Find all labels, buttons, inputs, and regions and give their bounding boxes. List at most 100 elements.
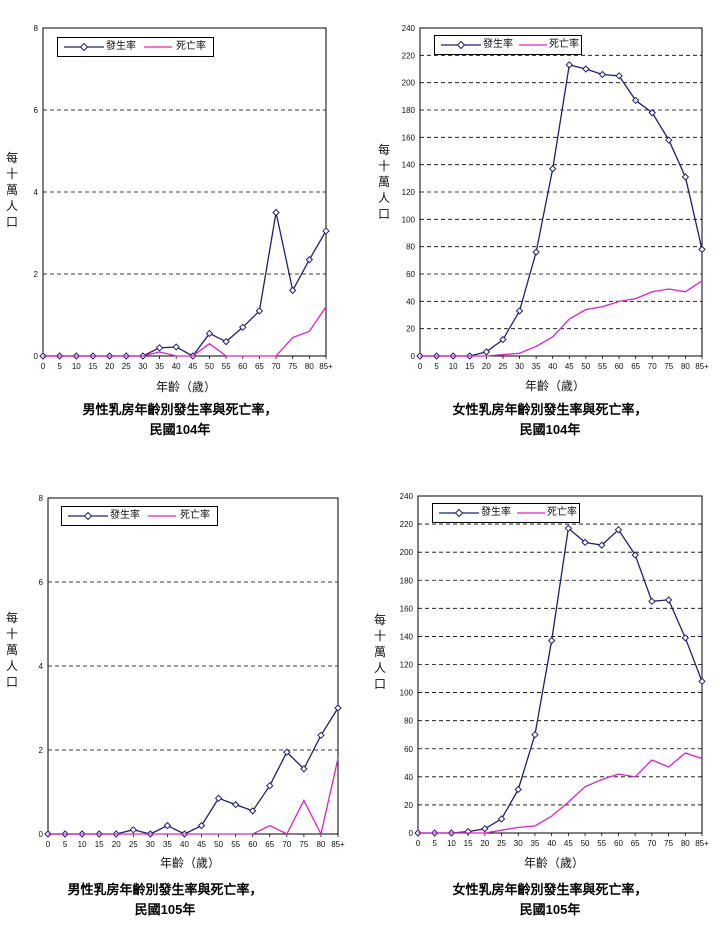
x-tick-label: 5: [434, 362, 439, 371]
x-tick-label: 80: [316, 840, 325, 849]
y-axis-label: 每十萬人口: [373, 613, 386, 691]
chart-title-line1: 男性乳房年齡別發生率與死亡率，: [67, 882, 263, 897]
x-tick-label: 85+: [319, 362, 333, 371]
x-tick-label: 35: [530, 839, 539, 848]
data-point-incidence: [581, 538, 589, 547]
legend: 發生率 死亡率: [57, 37, 214, 57]
y-tick-label: 4: [34, 188, 39, 197]
x-tick-label: 25: [498, 362, 507, 371]
y-axis-label: 每十萬人口: [377, 143, 390, 221]
x-tick-label: 25: [122, 362, 131, 371]
x-tick-label: 65: [631, 839, 640, 848]
x-tick-label: 50: [581, 839, 590, 848]
y-tick-label: 2: [39, 746, 44, 755]
data-point-incidence: [698, 245, 706, 254]
data-point-incidence: [222, 337, 230, 346]
data-point-incidence: [664, 596, 673, 604]
data-point-incidence: [322, 227, 330, 235]
x-tick-label: 85+: [331, 840, 345, 849]
x-tick-label: 0: [416, 839, 421, 848]
x-tick-label: 50: [205, 362, 214, 371]
series-line-mortality: [418, 752, 703, 834]
y-tick-label: 120: [400, 661, 414, 670]
x-tick-label: 45: [564, 839, 573, 848]
data-point-incidence: [515, 307, 524, 315]
y-tick-label: 160: [400, 604, 414, 613]
data-point-incidence: [283, 748, 291, 756]
x-tick-label: 65: [265, 840, 274, 849]
y-tick-label: 160: [402, 133, 416, 142]
x-tick-label: 20: [482, 362, 491, 371]
y-tick-label: 80: [406, 243, 415, 252]
y-tick-label: 200: [400, 548, 414, 557]
legend-mortality-marker: [144, 46, 172, 48]
chart-panel-female-105: 0 20 40 60 80 100 120 140 160 180 200 220 240 0 5 10 15 2…: [360, 474, 720, 949]
x-tick-label: 75: [664, 362, 673, 371]
chart-title-line1: 女性乳房年齡別發生率與死亡率，: [452, 882, 648, 897]
x-tick-label: 80: [681, 839, 690, 848]
plot-frame: [417, 495, 703, 834]
data-point-incidence: [648, 109, 656, 117]
legend-mortality-marker: [148, 515, 176, 517]
x-tick-label: 55: [222, 362, 231, 371]
y-tick-label: 140: [402, 161, 416, 170]
x-tick-label: 60: [238, 362, 247, 371]
x-tick-label: 30: [514, 839, 523, 848]
x-tick-label: 80: [681, 362, 690, 371]
data-point-incidence: [564, 524, 573, 533]
data-point-incidence: [214, 794, 223, 803]
y-tick-label: 220: [402, 51, 416, 60]
y-tick-label: 180: [400, 576, 414, 585]
data-point-incidence: [598, 541, 606, 549]
chart-title-line1: 女性乳房年齡別發生率與死亡率，: [452, 402, 648, 417]
data-point-incidence: [317, 731, 325, 740]
y-tick-label: 6: [34, 106, 39, 115]
x-tick-label: 75: [299, 840, 308, 849]
legend: 發生率 死亡率: [434, 35, 582, 55]
y-tick-label: 4: [39, 662, 44, 671]
x-tick-label: 10: [447, 839, 456, 848]
legend-mortality-label: 死亡率: [180, 510, 210, 521]
x-tick-label: 30: [146, 840, 155, 849]
legend-incidence-marker: [64, 42, 104, 52]
legend-mortality-label: 死亡率: [547, 507, 577, 518]
data-point-incidence: [547, 636, 556, 645]
y-tick-label: 0: [34, 352, 39, 361]
x-tick-label: 35: [532, 362, 541, 371]
chart-title: 女性乳房年齡別發生率與死亡率， 民國105年: [390, 880, 710, 920]
x-tick-label: 45: [565, 362, 574, 371]
data-point-incidence: [648, 597, 656, 606]
y-tick-label: 60: [406, 270, 415, 279]
x-axis-label: 年齡（歲）: [523, 856, 584, 870]
y-tick-label: 20: [404, 801, 413, 810]
x-tick-label: 60: [248, 840, 257, 849]
y-tick-label: 240: [400, 492, 414, 501]
series-line-incidence: [48, 707, 339, 835]
x-tick-label: 25: [497, 839, 506, 848]
chart-title: 女性乳房年齡別發生率與死亡率， 民國104年: [390, 400, 710, 440]
x-tick-label: 80: [305, 362, 314, 371]
y-tick-label: 0: [411, 352, 416, 361]
x-axis-label: 年齡（歲）: [159, 856, 220, 870]
legend-mortality-marker: [517, 512, 545, 514]
legend-incidence-label: 發生率: [106, 41, 136, 52]
data-point-incidence: [248, 807, 257, 815]
legend-incidence-marker: [441, 40, 481, 50]
data-point-incidence: [172, 343, 180, 351]
legend-incidence-label: 發生率: [110, 510, 140, 521]
x-tick-label: 45: [188, 362, 197, 371]
x-tick-label: 70: [282, 840, 291, 849]
x-tick-label: 40: [180, 840, 189, 849]
y-tick-label: 140: [400, 632, 414, 641]
x-axis-label: 年齡（歲）: [155, 380, 216, 394]
x-tick-label: 50: [214, 840, 223, 849]
chart-panel-male-104: 0 2 4 6 8 0 5 10 15 20 25 30 35 40 45 50 55 60 65 70 75 80 85+…: [0, 0, 360, 474]
x-tick-label: 70: [647, 839, 656, 848]
chart-title-line2: 民國104年: [519, 422, 581, 437]
x-tick-label: 25: [129, 840, 138, 849]
data-point-incidence: [163, 821, 172, 830]
x-tick-label: 75: [664, 839, 673, 848]
x-tick-label: 65: [255, 362, 264, 371]
gridlines: [48, 581, 338, 751]
data-point-incidence: [155, 344, 164, 352]
